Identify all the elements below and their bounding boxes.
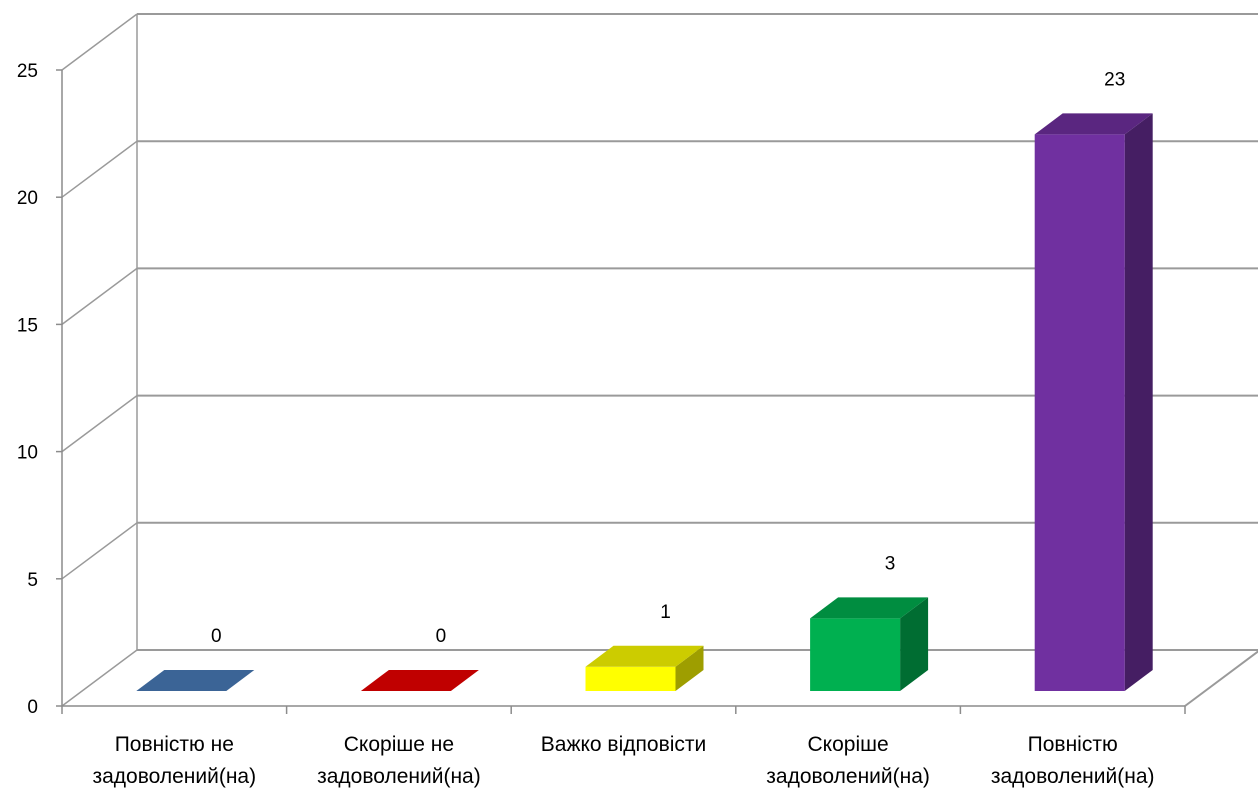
data-label: 3 [885,553,896,574]
bar-top [360,670,479,691]
bar [810,597,929,691]
x-category-label: задоволений(на) [766,765,930,788]
gridline-diagonal [61,394,138,453]
gridline-diagonal [61,267,138,326]
x-category-label: задоволений(на) [92,765,256,788]
x-category-label: Скоріше [808,733,889,756]
floor-right-edge [1184,650,1258,707]
bar-top [1034,113,1153,135]
data-label: 0 [436,626,447,647]
y-tick-label: 0 [27,697,38,718]
axes [56,69,1186,714]
bar-top [810,597,929,619]
x-category-label: задоволений(на) [991,765,1155,788]
x-category-label: Скоріше не [344,733,454,756]
bar-front [585,666,676,691]
bar-side [1124,113,1153,691]
bar [136,670,255,691]
x-category-label: Важко відповісти [541,733,706,756]
bar [1034,113,1153,691]
x-category-label: Повністю [1028,733,1118,756]
bar [585,645,704,691]
y-tick-label: 20 [17,188,38,209]
y-tick-label: 15 [17,315,38,336]
data-label: 0 [211,626,222,647]
gridline-diagonal [61,649,138,707]
bar-front [810,618,901,691]
bar-top [136,670,255,691]
x-category-label: Повністю не [115,733,234,756]
labels: 0 5 10 15 20 25 0 Повністю не задоволений(на) 0 Ск… [17,61,1155,788]
bar-side [900,597,929,691]
bars [136,113,1153,691]
gridline-diagonal [61,13,138,71]
bar [360,670,479,691]
bar-top [585,645,704,667]
y-tick-label: 10 [17,443,38,464]
data-label: 23 [1104,69,1125,90]
bar-side [675,645,704,691]
y-tick-label: 5 [27,570,38,591]
gridline-diagonal [61,140,138,198]
gridline-diagonal [61,522,138,580]
x-category-label: задоволений(на) [317,765,481,788]
bar-front [1034,134,1125,691]
data-label: 1 [660,602,671,623]
y-tick-label: 25 [17,61,38,82]
